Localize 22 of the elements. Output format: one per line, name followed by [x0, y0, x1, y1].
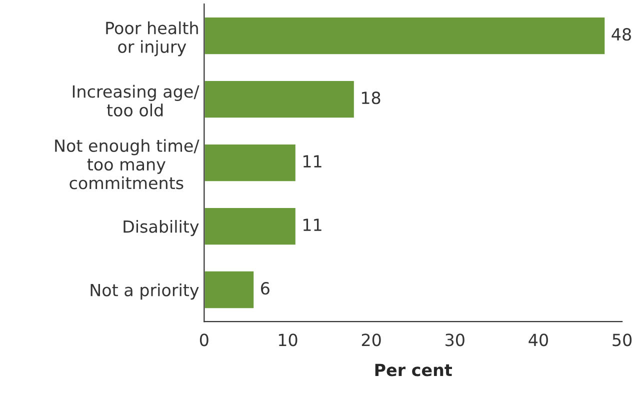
data-label: 48 [612, 28, 631, 41]
x-tick-label: 20 [362, 334, 381, 346]
data-label: 6 [261, 282, 270, 295]
x-tick-label: 30 [446, 334, 464, 346]
bar [204, 143, 297, 183]
data-label: 11 [303, 218, 322, 231]
y-tick-label: Not a priority [90, 283, 199, 300]
x-tick-label: 10 [278, 334, 298, 346]
y-tick-label: Disability [124, 220, 199, 236]
data-label: 11 [303, 155, 322, 168]
y-tick-label: Not enough time/ too many commitments [55, 139, 200, 190]
x-tick-label: 40 [528, 334, 548, 346]
bar [204, 270, 255, 310]
x-axis-title: Per cent [375, 364, 452, 376]
y-tick-label: Poor health or injury [106, 21, 198, 56]
data-label: 18 [362, 92, 380, 104]
x-tick-label: 0 [200, 334, 208, 346]
bar [204, 16, 606, 56]
x-tick-label: 50 [612, 334, 632, 346]
y-tick-label: Increasing age/ too old [72, 84, 200, 116]
bar [204, 206, 297, 246]
bar [204, 80, 356, 120]
